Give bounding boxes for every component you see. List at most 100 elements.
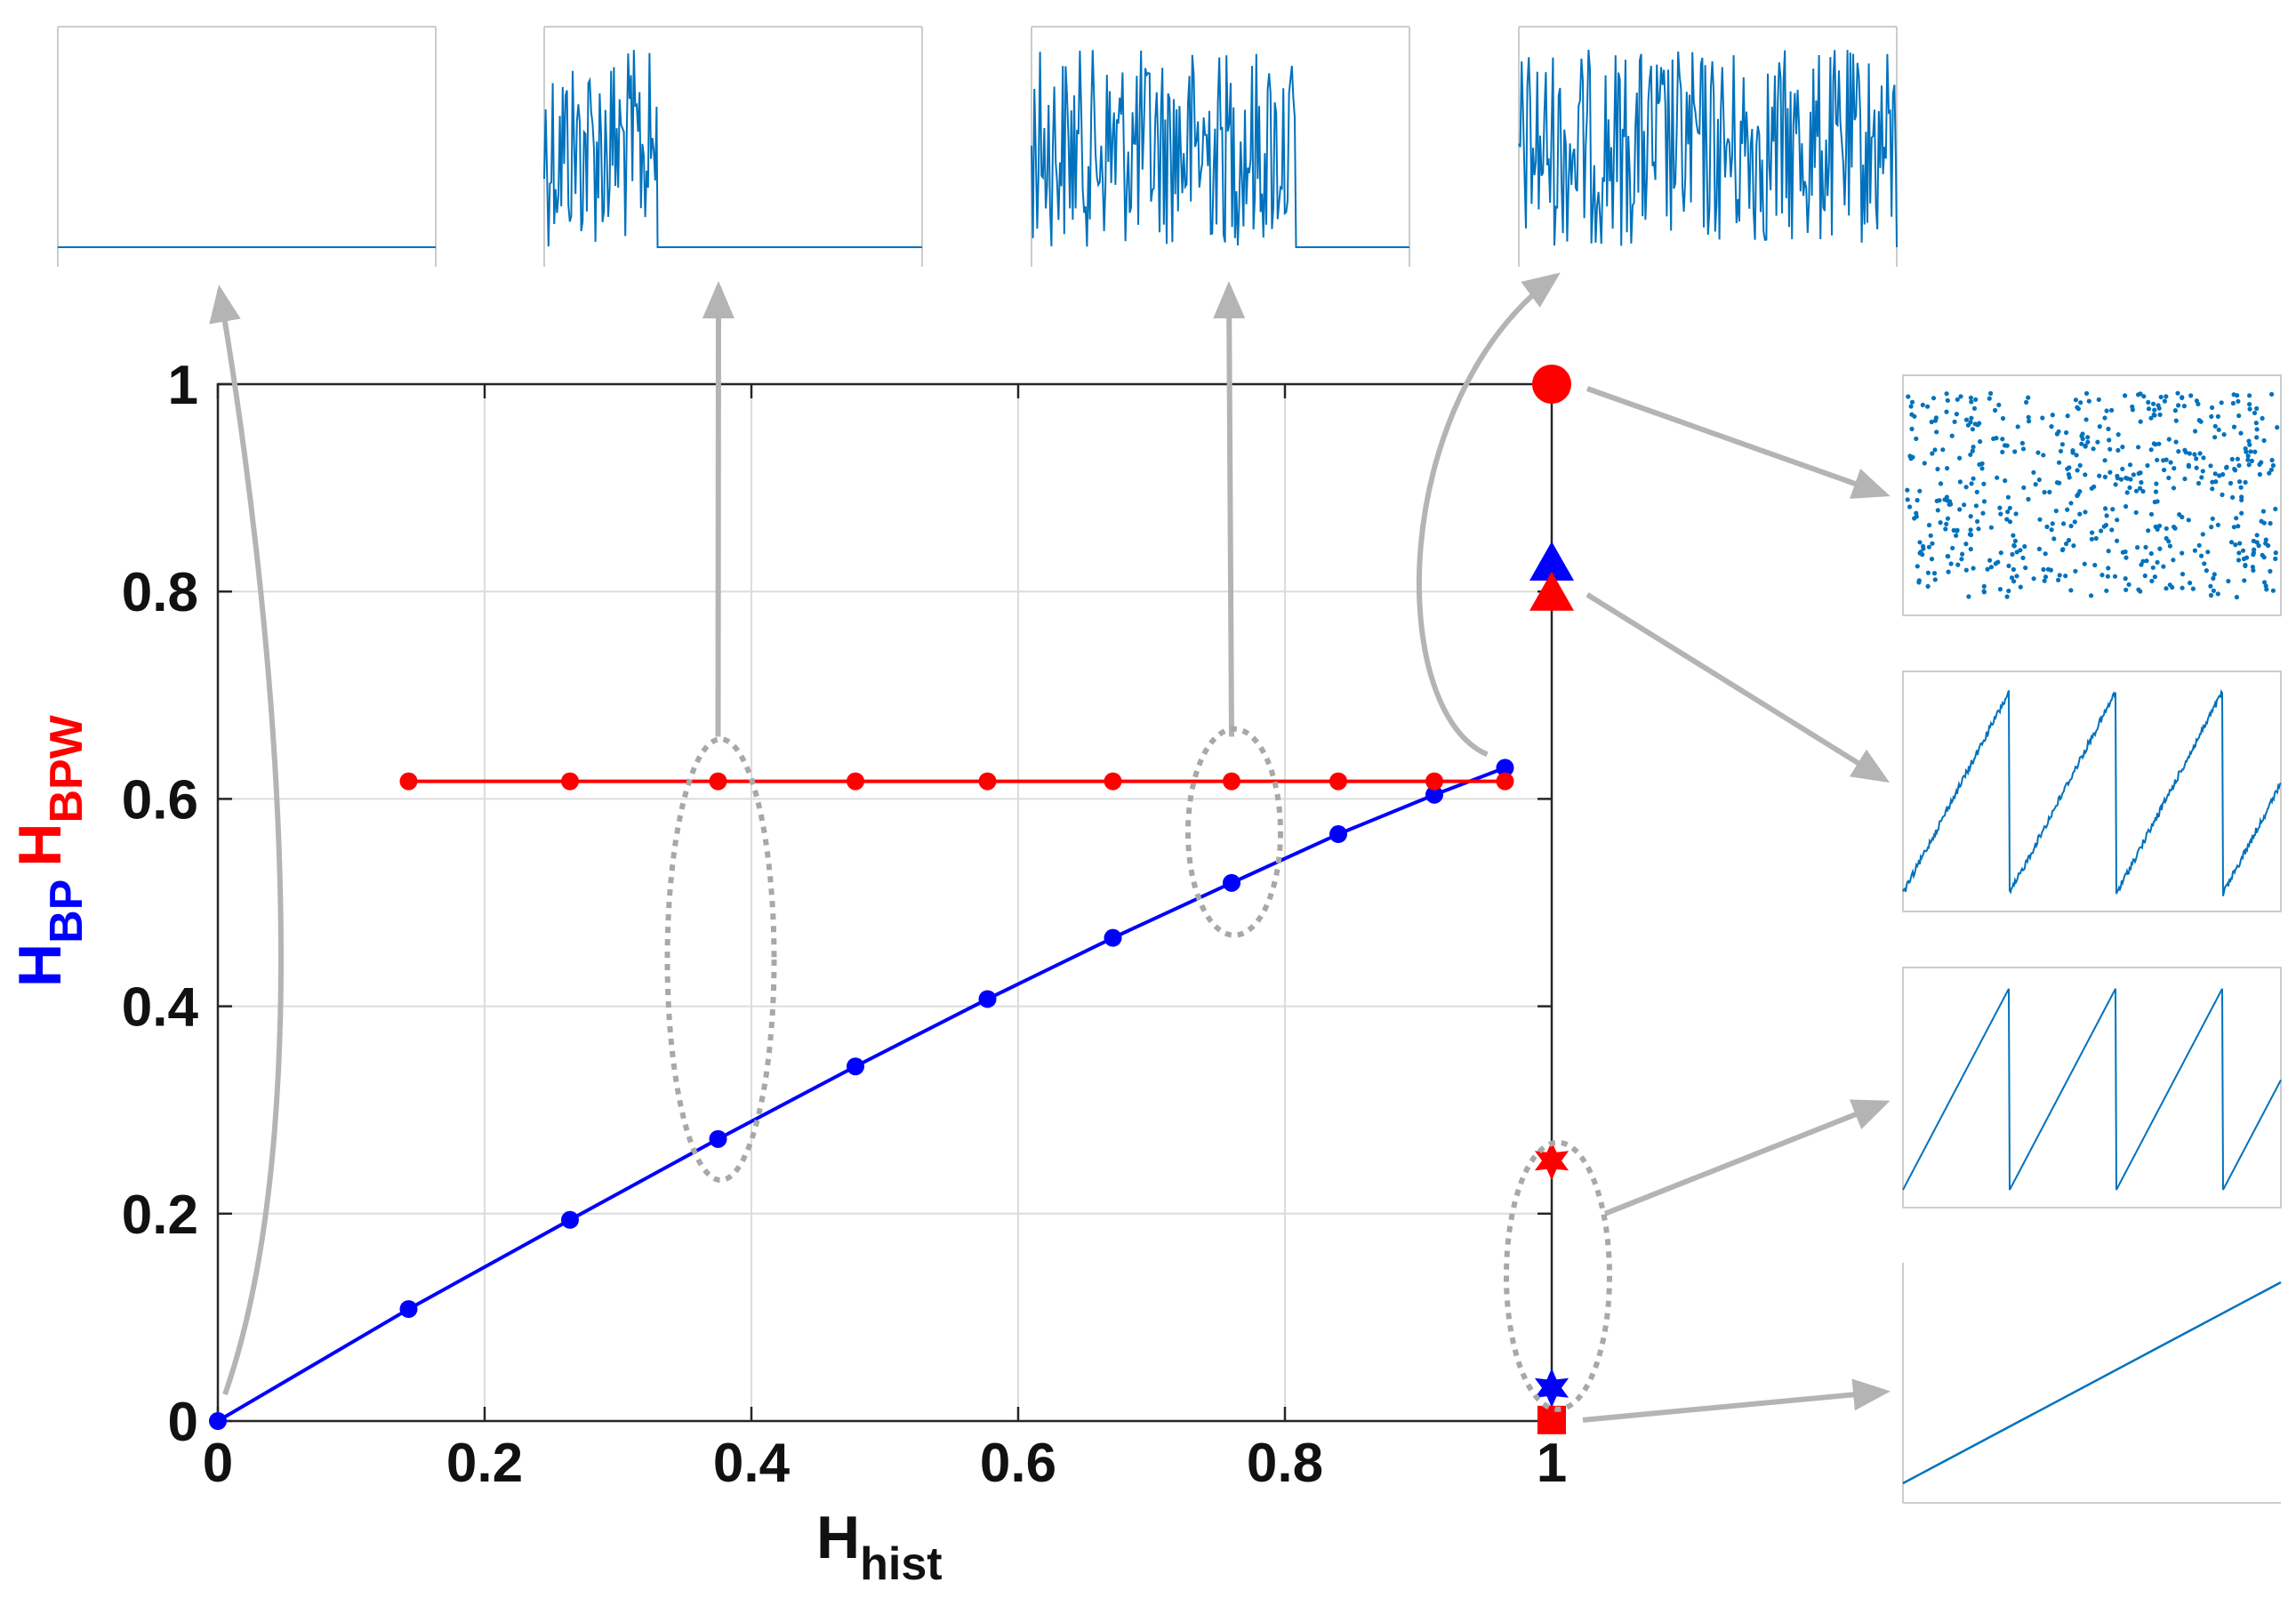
scatter-dot	[1968, 514, 1973, 519]
scatter-dot	[2109, 527, 2115, 533]
scatter-dot	[2141, 394, 2147, 399]
scatter-dot	[2172, 408, 2178, 414]
scatter-dot	[2064, 430, 2069, 436]
scatter-dot	[1932, 577, 1938, 582]
data-point-h-bpw	[1104, 772, 1122, 791]
scatter-dot	[2104, 513, 2109, 518]
scatter-dot	[2197, 451, 2203, 456]
scatter-dot	[2152, 407, 2157, 413]
scatter-dot	[2243, 563, 2248, 569]
scatter-dot	[1988, 525, 1994, 530]
marker-noisy-sawtooth-bpw	[1529, 571, 1574, 611]
scatter-dot	[2155, 499, 2160, 504]
scatter-dot	[2151, 412, 2156, 417]
ellipse-group-076	[1185, 726, 1283, 938]
scatter-dot	[2252, 449, 2258, 454]
scatter-dot	[2102, 415, 2107, 421]
scatter-dot	[2083, 444, 2088, 449]
series-line-h-bp	[216, 766, 1506, 1423]
scatter-dot	[2104, 408, 2109, 414]
scatter-dot	[2161, 564, 2166, 569]
scatter-dot	[2113, 482, 2118, 487]
scatter-dot	[1963, 567, 1969, 573]
top-inset-partial-noise-30	[543, 26, 923, 267]
arrow-to-random-scatter	[1586, 386, 1891, 499]
scatter-dot	[2193, 429, 2198, 434]
scatter-dot	[2091, 446, 2096, 452]
scatter-dot	[2011, 566, 2016, 573]
scatter-dot	[2128, 477, 2133, 482]
scatter-dot	[2180, 572, 2186, 577]
scatter-dot	[2083, 510, 2088, 515]
scatter-dot	[2199, 475, 2204, 480]
scatter-dot	[2213, 479, 2219, 485]
scatter-dot	[2268, 520, 2273, 526]
scatter-dot	[2230, 494, 2236, 501]
scatter-dot	[1920, 402, 1925, 407]
scatter-dot	[2138, 486, 2143, 491]
scatter-dot	[2187, 451, 2192, 456]
scatter-dot	[2120, 445, 2125, 450]
data-point-h-bpw	[1496, 772, 1514, 791]
data-point-h-bp	[1329, 825, 1347, 844]
scatter-dot	[2194, 465, 2199, 470]
scatter-dot	[2110, 507, 2115, 512]
scatter-dot	[2065, 466, 2070, 471]
scatter-dot	[2150, 565, 2156, 570]
scatter-dot	[1966, 594, 1971, 599]
scatter-dot	[2009, 575, 2015, 581]
scatter-dot	[1922, 461, 1927, 466]
scatter-dot	[2123, 576, 2128, 582]
scatter-dot	[1926, 544, 1931, 550]
scatter-dot	[1970, 448, 1975, 454]
right-inset-random-scatter	[1902, 374, 2282, 616]
scatter-dot	[2229, 456, 2235, 462]
scatter-dot	[2269, 391, 2275, 397]
scatter-dot	[1976, 526, 1981, 532]
scatter-dot	[1997, 505, 2003, 510]
scatter-dot	[1968, 452, 1973, 457]
scatter-dot	[1949, 433, 1955, 438]
y-axis-label-bp-main: H	[6, 944, 74, 987]
scatter-dot	[2168, 460, 2173, 465]
scatter-dot	[2014, 574, 2019, 579]
scatter-dot	[2246, 438, 2252, 444]
scatter-dot	[2180, 395, 2185, 400]
scatter-dot	[2176, 403, 2181, 408]
scatter-dot	[2170, 584, 2175, 590]
y-tick-label: 0.2	[122, 1184, 198, 1246]
scatter-dot	[1963, 417, 1970, 422]
scatter-dot	[2219, 400, 2224, 406]
scatter-dot	[1960, 551, 1965, 557]
scatter-dot	[2011, 533, 2016, 538]
scatter-dot	[2237, 541, 2243, 546]
scatter-dot	[2146, 406, 2152, 412]
scatter-dot	[2068, 523, 2074, 529]
scatter-dot	[2051, 536, 2057, 542]
scatter-dot	[2148, 550, 2154, 557]
scatter-dot	[2131, 472, 2136, 478]
scatter-dot	[1987, 396, 1992, 401]
plot-frame	[216, 382, 1553, 1423]
scatter-dot	[1935, 508, 1940, 513]
inset-border	[1902, 374, 2282, 616]
arrow-to-linear-ramp	[1582, 1378, 1891, 1423]
scatter-dot	[2096, 397, 2101, 402]
x-tick-label: 1	[1537, 1433, 1567, 1494]
scatter-dot	[2026, 414, 2031, 420]
scatter-dot	[2012, 449, 2018, 454]
annotations	[209, 272, 1891, 1423]
scatter-dot	[1968, 420, 1973, 425]
scatter-dot	[2065, 414, 2070, 419]
scatter-dot	[2248, 449, 2253, 454]
scatter-dot	[2145, 462, 2150, 469]
scatter-dot	[2171, 486, 2177, 491]
scatter-dot	[2060, 547, 2066, 552]
scatter-dot	[2175, 390, 2180, 396]
scatter-dot	[2254, 427, 2260, 432]
scatter-dot	[1968, 395, 1973, 400]
data-point-h-bp	[399, 1300, 418, 1319]
scatter-dot	[2115, 447, 2121, 453]
scatter-dot	[1969, 532, 1974, 538]
scatter-dot	[2245, 457, 2251, 462]
